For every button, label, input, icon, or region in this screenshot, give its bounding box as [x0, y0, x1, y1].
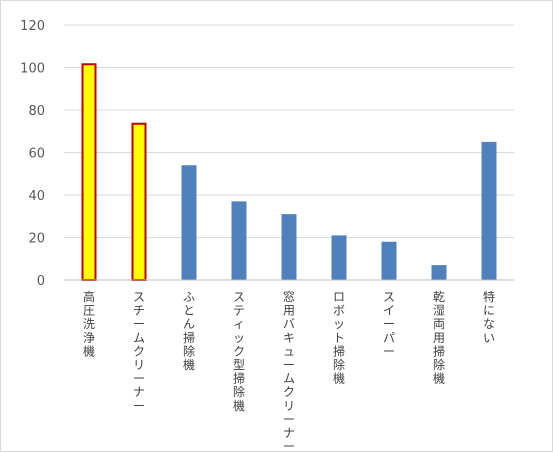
x-category-label: 乾湿両用掃除機	[433, 290, 445, 386]
bar	[431, 265, 447, 280]
x-category-label: スティック型掃除機	[233, 290, 245, 413]
x-category-label: スチームクリーナー	[133, 290, 145, 413]
bar	[131, 122, 147, 281]
y-axis-tick-labels: 0 20 40 60 80 100 120	[20, 19, 45, 289]
y-tick-label: 80	[28, 104, 45, 119]
y-tick-label: 40	[28, 189, 45, 204]
bar	[181, 165, 197, 280]
x-axis-category-labels: 高圧洗浄機 スチームクリーナー ふとん掃除機 スティック型掃除機 窓用バキュームクリーナ…	[83, 289, 495, 453]
y-tick-label: 20	[28, 232, 45, 247]
y-tick-label: 120	[20, 19, 45, 34]
x-category-label: ロボット掃除機	[333, 290, 345, 386]
bar	[331, 235, 347, 280]
x-category-label: 特にない	[483, 289, 495, 345]
bar	[481, 141, 497, 280]
x-category-label: スイーパー	[383, 290, 395, 358]
y-tick-label: 60	[28, 147, 45, 162]
bar	[81, 63, 97, 281]
y-tick-label: 0	[37, 274, 45, 289]
bars	[81, 63, 497, 281]
bar	[281, 214, 297, 280]
x-category-label: 高圧洗浄機	[83, 289, 95, 358]
bar	[231, 201, 247, 280]
x-category-label: ふとん掃除機	[183, 290, 195, 372]
x-category-label: 窓用バキュームクリーナー	[283, 289, 295, 453]
bar	[381, 241, 397, 280]
y-tick-label: 100	[20, 62, 45, 77]
